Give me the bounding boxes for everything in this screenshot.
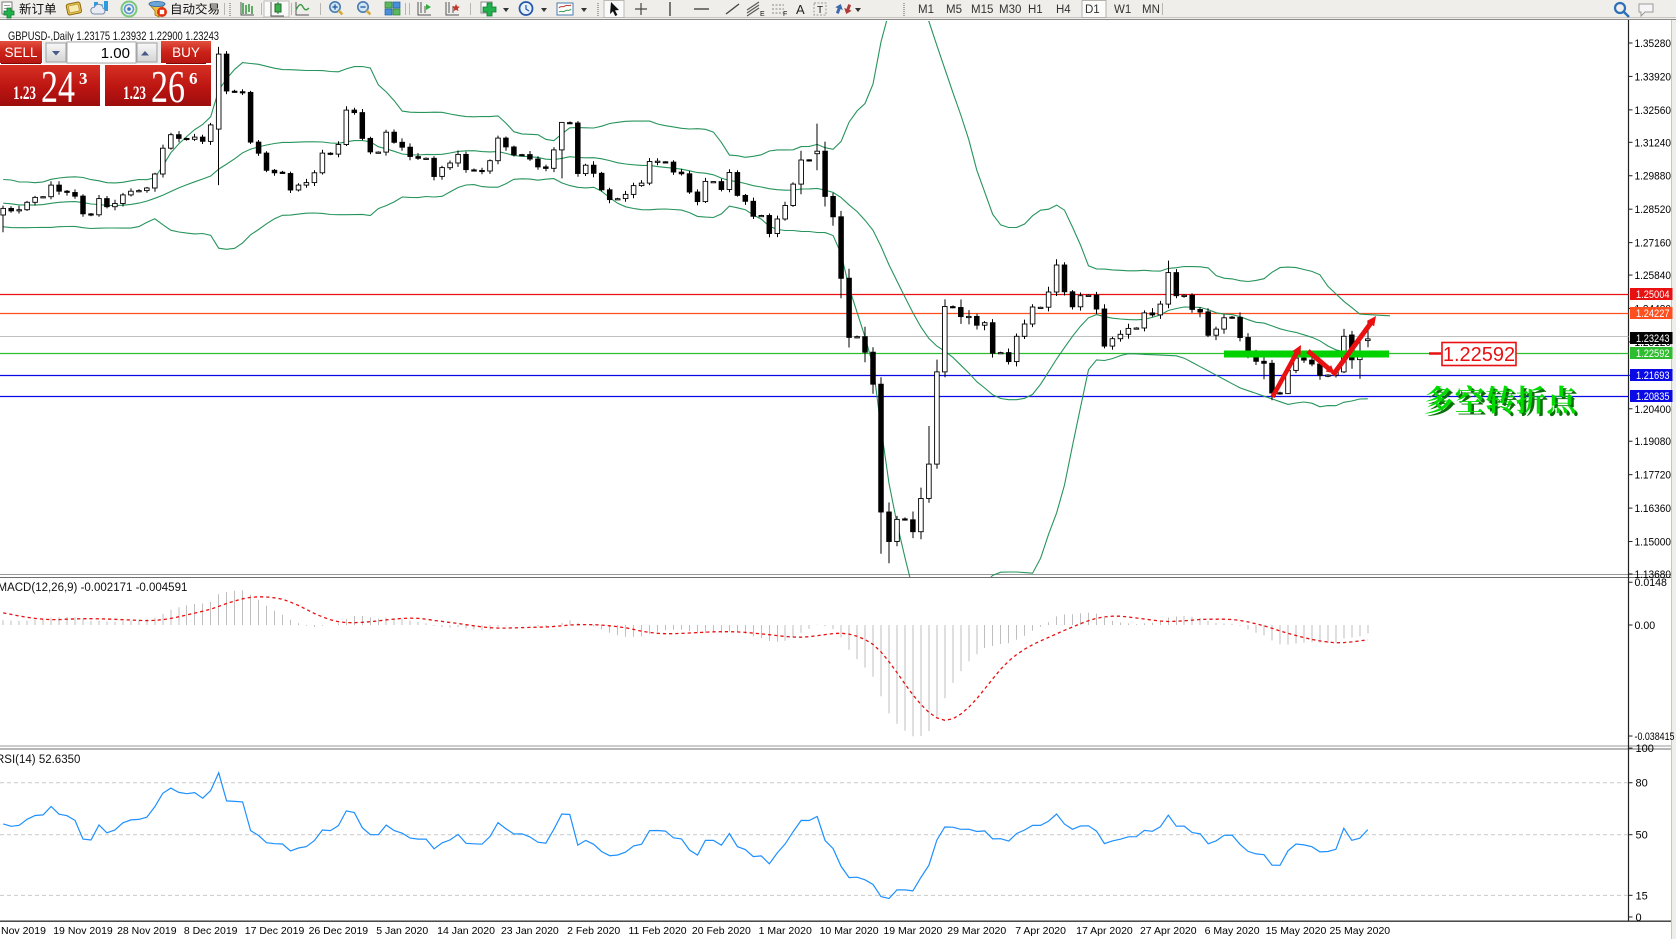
svg-text:1.19080: 1.19080 bbox=[1635, 436, 1672, 448]
svg-text:20 Feb 2020: 20 Feb 2020 bbox=[692, 925, 751, 937]
svg-text:1 Mar 2020: 1 Mar 2020 bbox=[759, 925, 812, 937]
svg-text:MACD(12,26,9) -0.002171 -0.004: MACD(12,26,9) -0.002171 -0.004591 bbox=[0, 582, 187, 594]
svg-text:19 Nov 2019: 19 Nov 2019 bbox=[53, 925, 113, 937]
svg-text:1.13680: 1.13680 bbox=[1635, 569, 1672, 581]
svg-text:23 Jan 2020: 23 Jan 2020 bbox=[501, 925, 559, 937]
svg-text:0.0148: 0.0148 bbox=[1635, 577, 1668, 589]
svg-text:D1: D1 bbox=[1085, 4, 1100, 16]
svg-text:26: 26 bbox=[151, 62, 185, 112]
svg-text:E: E bbox=[760, 11, 765, 18]
svg-text:25 May 2020: 25 May 2020 bbox=[1329, 925, 1390, 937]
svg-text:M1: M1 bbox=[918, 4, 934, 16]
svg-text:RSI(14) 52.6350: RSI(14) 52.6350 bbox=[0, 754, 80, 766]
svg-text:T: T bbox=[817, 5, 823, 16]
svg-text:1.23: 1.23 bbox=[13, 83, 36, 104]
svg-text:8 Dec 2019: 8 Dec 2019 bbox=[184, 925, 238, 937]
svg-text:6 May 2020: 6 May 2020 bbox=[1205, 925, 1260, 937]
svg-text:A: A bbox=[796, 2, 805, 17]
svg-text:2 Feb 2020: 2 Feb 2020 bbox=[567, 925, 620, 937]
svg-text:1.00: 1.00 bbox=[101, 45, 130, 62]
svg-text:50: 50 bbox=[1636, 830, 1648, 842]
svg-text:1.22592: 1.22592 bbox=[1443, 344, 1515, 366]
svg-text:1.31240: 1.31240 bbox=[1635, 137, 1672, 149]
svg-text:1.33920: 1.33920 bbox=[1635, 71, 1672, 83]
svg-text:6: 6 bbox=[189, 69, 198, 88]
svg-text:26 Dec 2019: 26 Dec 2019 bbox=[309, 925, 369, 937]
svg-text:F: F bbox=[783, 11, 787, 18]
svg-text:1.35280: 1.35280 bbox=[1635, 38, 1672, 50]
svg-text:1.32560: 1.32560 bbox=[1635, 105, 1672, 117]
svg-text:15 May 2020: 15 May 2020 bbox=[1266, 925, 1327, 937]
svg-text:1.27160: 1.27160 bbox=[1635, 238, 1672, 250]
svg-text:1.24227: 1.24227 bbox=[1636, 308, 1670, 320]
svg-text:3: 3 bbox=[79, 69, 88, 88]
svg-text:14 Jan 2020: 14 Jan 2020 bbox=[437, 925, 495, 937]
svg-text:1.25840: 1.25840 bbox=[1635, 270, 1672, 282]
svg-text:0: 0 bbox=[1636, 912, 1642, 924]
svg-text:1.21693: 1.21693 bbox=[1636, 370, 1670, 382]
svg-text:10 Mar 2020: 10 Mar 2020 bbox=[820, 925, 879, 937]
svg-text:H4: H4 bbox=[1056, 4, 1071, 16]
svg-text:7 Apr 2020: 7 Apr 2020 bbox=[1015, 925, 1066, 937]
svg-text:5 Jan 2020: 5 Jan 2020 bbox=[376, 925, 428, 937]
svg-text:H1: H1 bbox=[1028, 4, 1043, 16]
svg-text:BUY: BUY bbox=[172, 45, 200, 60]
svg-text:1.29880: 1.29880 bbox=[1635, 171, 1672, 183]
svg-text:1.15000: 1.15000 bbox=[1635, 537, 1672, 549]
svg-text:29 Mar 2020: 29 Mar 2020 bbox=[947, 925, 1006, 937]
svg-text:1.17720: 1.17720 bbox=[1635, 470, 1672, 482]
svg-text:17 Apr 2020: 17 Apr 2020 bbox=[1076, 925, 1133, 937]
svg-text:M30: M30 bbox=[999, 4, 1021, 16]
svg-text:1.22592: 1.22592 bbox=[1636, 348, 1670, 360]
svg-text:W1: W1 bbox=[1114, 4, 1131, 16]
svg-text:M5: M5 bbox=[946, 4, 962, 16]
svg-text:17 Dec 2019: 17 Dec 2019 bbox=[245, 925, 305, 937]
svg-text:80: 80 bbox=[1636, 778, 1648, 790]
svg-text:1.20400: 1.20400 bbox=[1635, 404, 1672, 416]
svg-text:15: 15 bbox=[1636, 890, 1648, 902]
svg-text:28 Nov 2019: 28 Nov 2019 bbox=[117, 925, 177, 937]
svg-text:1.23: 1.23 bbox=[123, 83, 146, 104]
svg-text:19 Mar 2020: 19 Mar 2020 bbox=[883, 925, 942, 937]
svg-text:100: 100 bbox=[1636, 743, 1654, 755]
svg-text:Nov 2019: Nov 2019 bbox=[1, 925, 46, 937]
svg-text:27 Apr 2020: 27 Apr 2020 bbox=[1140, 925, 1197, 937]
svg-text:24: 24 bbox=[41, 62, 75, 112]
svg-text:SELL: SELL bbox=[4, 45, 38, 60]
svg-text:1.20835: 1.20835 bbox=[1636, 391, 1670, 403]
svg-text:1.25004: 1.25004 bbox=[1636, 289, 1670, 301]
svg-text:1.28520: 1.28520 bbox=[1635, 204, 1672, 216]
svg-text:11 Feb 2020: 11 Feb 2020 bbox=[628, 925, 686, 937]
svg-text:1.16360: 1.16360 bbox=[1635, 503, 1672, 515]
svg-text:1.23243: 1.23243 bbox=[1636, 333, 1670, 345]
svg-text:M15: M15 bbox=[971, 4, 993, 16]
svg-text:-0.038415: -0.038415 bbox=[1635, 731, 1675, 743]
svg-text:0.00: 0.00 bbox=[1635, 620, 1656, 632]
svg-text:MN: MN bbox=[1142, 4, 1160, 16]
svg-text:GBPUSD-,Daily 1.23175 1.23932: GBPUSD-,Daily 1.23175 1.23932 1.22900 1.… bbox=[8, 29, 219, 43]
